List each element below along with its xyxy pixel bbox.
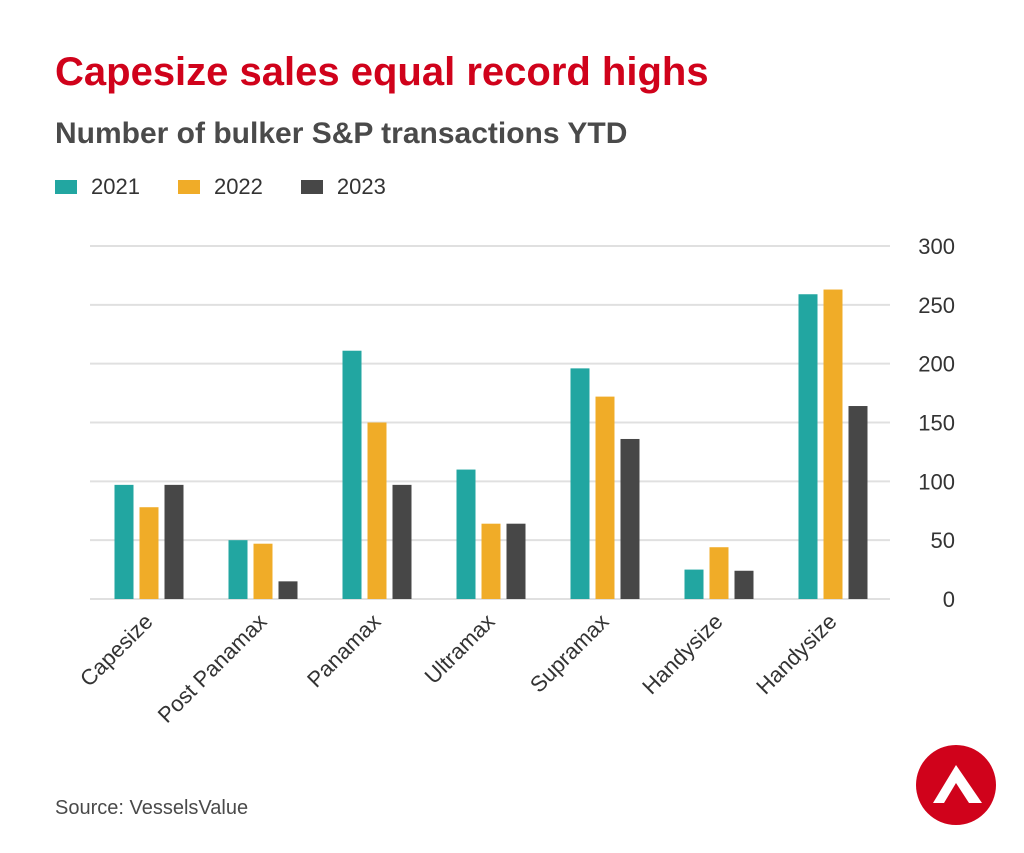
source-note: Source: VesselsValue: [55, 797, 249, 819]
x-tick-label-supramax-4: Supramax: [525, 609, 614, 698]
y-tick-label-100: 100: [918, 469, 955, 494]
legend-item-2023: 2023: [300, 174, 386, 200]
legend: 2021 2022 2023: [55, 174, 424, 200]
bar-2021-supramax-4: [570, 368, 590, 599]
bar-2022-ultramax-3: [481, 523, 501, 599]
bar-2022-handysize-5: [709, 547, 729, 599]
legend-label-2022: 2022: [213, 174, 263, 199]
x-tick-label-post-panamax-1: Post Panamax: [153, 609, 272, 728]
bar-2023-ultramax-3: [506, 523, 526, 599]
bar-2023-post-panamax-1: [278, 581, 298, 599]
bar-2022-capesize-0: [139, 507, 159, 599]
bar-2023-handysize-5: [734, 570, 754, 599]
y-tick-label-0: 0: [943, 587, 955, 612]
legend-label-2021: 2021: [91, 174, 140, 199]
bar-2021-handysize-5: [684, 569, 704, 599]
legend-swatch-2022: [177, 180, 200, 194]
chart-subtitle: Number of bulker S&P transactions YTD: [55, 117, 628, 150]
x-tick-label-handysize-6: Handysize: [751, 609, 841, 699]
y-tick-label-250: 250: [918, 293, 955, 318]
bar-2022-panamax-2: [367, 422, 387, 599]
x-tick-label-panamax-2: Panamax: [302, 609, 385, 692]
x-tick-label-handysize-5: Handysize: [637, 609, 727, 699]
y-tick-label-300: 300: [918, 234, 955, 259]
y-tick-label-150: 150: [918, 411, 955, 436]
y-tick-label-200: 200: [918, 352, 955, 377]
x-tick-label-ultramax-3: Ultramax: [420, 609, 500, 689]
bar-2021-handysize-6: [798, 294, 818, 599]
bar-2022-supramax-4: [595, 396, 615, 599]
legend-item-2022: 2022: [177, 174, 263, 200]
bar-2021-panamax-2: [342, 350, 362, 599]
legend-item-2021: 2021: [55, 174, 140, 200]
y-tick-label-50: 50: [931, 528, 955, 553]
bar-2021-post-panamax-1: [228, 540, 248, 599]
bar-2023-handysize-6: [848, 406, 868, 599]
legend-swatch-2021: [55, 180, 77, 194]
triangle-logo-icon: [916, 745, 996, 825]
legend-label-2023: 2023: [336, 174, 386, 199]
legend-swatch-2023: [300, 180, 323, 194]
bar-2023-panamax-2: [392, 484, 412, 599]
bar-2021-capesize-0: [114, 484, 134, 599]
bar-2021-ultramax-3: [456, 469, 476, 599]
x-tick-label-capesize-0: Capesize: [75, 609, 158, 692]
bar-2022-handysize-6: [823, 289, 843, 599]
bar-2022-post-panamax-1: [253, 543, 273, 599]
chart-title: Capesize sales equal record highs: [55, 50, 709, 94]
bar-2023-supramax-4: [620, 438, 640, 599]
bar-2023-capesize-0: [164, 484, 184, 599]
